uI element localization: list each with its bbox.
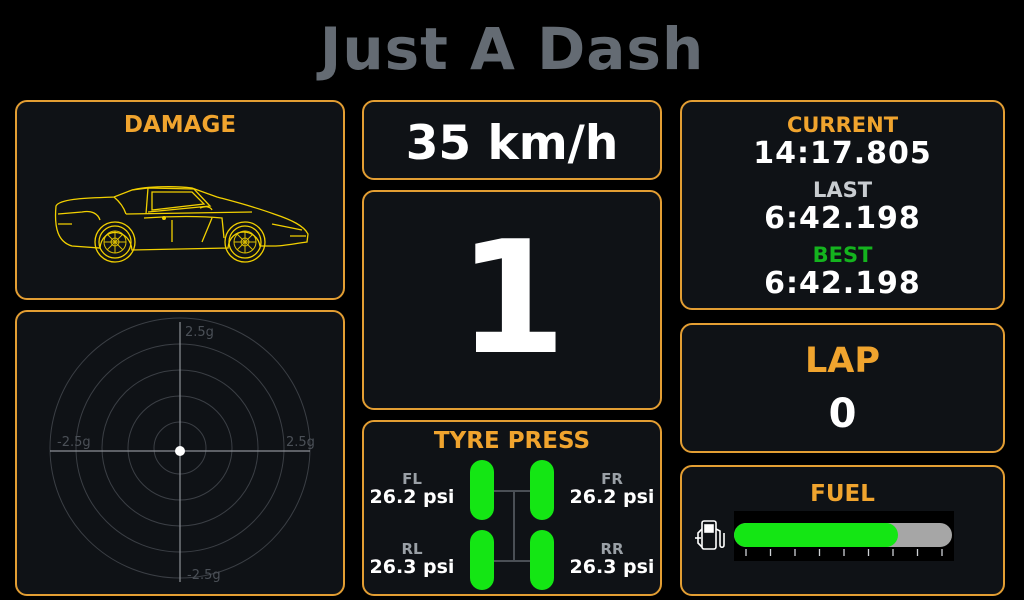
damage-label: DAMAGE [123,112,237,138]
tyre-fl-value: 26.2 psi [369,486,455,508]
tyre-rr-indicator [530,530,554,590]
fuel-pump-icon [695,520,725,550]
fuel-ticks [745,549,943,556]
tyre-fr-label: FR [601,470,623,488]
g-top-label: 2.5g [185,325,214,340]
gear-value: 1 [457,207,567,389]
last-lap-label: LAST [812,178,873,202]
tyre-fr-indicator [530,460,554,520]
tyre-fr-value: 26.2 psi [569,486,655,508]
current-lap-time: 14:17.805 [753,136,932,171]
tyre-fl-label: FL [402,470,422,488]
lap-value: 0 [828,391,857,437]
tyre-rl-value: 26.3 psi [369,556,455,578]
last-lap-time: 6:42.198 [764,201,921,236]
lap-label: LAP [804,341,881,381]
chassis-line [513,490,515,560]
rear-axle [494,560,534,562]
lap-panel: LAP 0 [680,323,1005,453]
gear-panel: 1 [362,190,662,410]
current-lap-label: CURRENT [786,113,899,137]
g-left-label: -2.5g [57,435,91,450]
tyre-pressure-panel: TYRE PRESS FL 26.2 psi FR 26.2 psi RL 26… [362,420,662,596]
best-lap-time: 6:42.198 [764,266,921,301]
fuel-panel: FUEL [680,465,1005,596]
g-force-plot: 2.5g 2.5g -2.5g -2.5g [49,317,315,583]
g-right-label: 2.5g [286,435,315,450]
dashboard-title: Just A Dash [319,15,705,83]
g-force-panel: 2.5g 2.5g -2.5g -2.5g [15,310,345,596]
fuel-label: FUEL [810,481,875,507]
tyre-rr-label: RR [600,540,624,558]
speed-panel: 35 km/h [362,100,662,180]
tyre-rl-indicator [470,530,494,590]
speed-value: 35 km/h [405,116,619,171]
tyre-pressure-label: TYRE PRESS [433,428,591,454]
lap-times-panel: CURRENT 14:17.805 LAST 6:42.198 BEST 6:4… [680,100,1005,310]
fuel-bar-fill [734,523,898,547]
tyre-fl-indicator [470,460,494,520]
damage-panel: DAMAGE [15,100,345,300]
fuel-gauge [734,511,954,561]
tyre-rr-value: 26.3 psi [569,556,655,578]
tyre-rl-label: RL [401,540,423,558]
fuel-bar-track [734,523,952,547]
best-lap-label: BEST [812,243,873,267]
g-force-dot [175,446,185,456]
car-damage-icon [54,186,309,263]
g-bottom-label: -2.5g [187,568,221,583]
